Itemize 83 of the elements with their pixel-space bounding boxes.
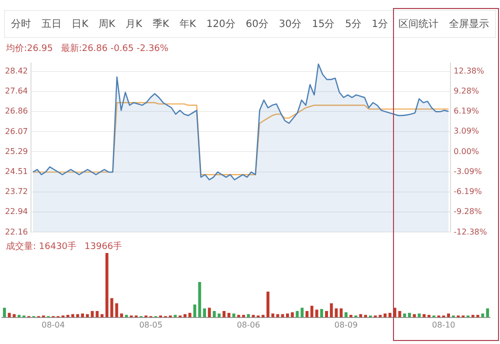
bar <box>408 312 411 318</box>
bar <box>184 314 186 318</box>
y-tick-label: 25.29 <box>4 146 28 156</box>
bar <box>246 314 250 318</box>
bar <box>218 314 221 318</box>
bar <box>203 308 206 318</box>
y-tick-label: 26.86 <box>4 106 28 116</box>
bar <box>198 282 202 318</box>
bar <box>76 314 80 318</box>
text: 周K <box>98 18 116 31</box>
bar <box>81 314 84 318</box>
bar <box>388 312 392 318</box>
y2-tick-label: -12.38% <box>454 227 488 236</box>
bar <box>340 308 343 318</box>
text: 120分 <box>206 18 236 31</box>
bar <box>188 312 192 318</box>
bar <box>208 308 211 318</box>
y2-tick-label: 3.09% <box>454 126 480 136</box>
x-tick-label: 08-09 <box>334 320 358 330</box>
x-tick-label: 08-06 <box>236 320 260 330</box>
y-tick-label: 23.72 <box>4 187 28 196</box>
bar <box>281 314 284 318</box>
bar <box>227 312 230 318</box>
bar <box>286 314 289 318</box>
bar <box>310 306 314 318</box>
text: 1分 <box>372 18 388 31</box>
x-tick-label: 08-10 <box>432 320 456 330</box>
y-tick-label: 26.07 <box>4 126 28 136</box>
text: 60分 <box>246 18 269 31</box>
bar <box>403 314 406 318</box>
bar <box>486 308 490 318</box>
x-tick-label: 08-05 <box>139 320 162 330</box>
y2-tick-label: 0.00% <box>454 146 480 156</box>
bar <box>266 292 270 318</box>
y2-tick-label: -6.19% <box>454 187 482 196</box>
bar <box>290 312 294 318</box>
bar <box>320 309 324 318</box>
text: 13966手 <box>84 240 122 253</box>
bar <box>105 253 108 318</box>
bar <box>232 314 236 318</box>
text: 最新:26.86 -0.65 -2.36% <box>60 42 168 55</box>
bar <box>481 314 484 318</box>
bar <box>222 310 226 318</box>
bar <box>271 314 274 318</box>
bar <box>447 314 450 318</box>
bar <box>325 310 328 318</box>
bar <box>2 308 6 318</box>
text: 五日 <box>41 18 62 31</box>
text: 区间统计 <box>398 18 439 31</box>
y-tick-label: 22.16 <box>4 227 28 236</box>
bar <box>96 310 99 318</box>
bar <box>330 303 333 318</box>
bar <box>412 314 416 318</box>
text: 日K <box>72 18 88 31</box>
text: 全屏显示 <box>448 18 489 31</box>
text: 5分 <box>345 18 362 31</box>
text: 季K <box>152 18 170 31</box>
text: 均价:26.95 <box>6 42 53 55</box>
text: 15分 <box>312 18 335 31</box>
bar <box>86 314 89 318</box>
text: 30分 <box>278 18 302 31</box>
text: 月K <box>126 18 142 31</box>
y-tick-label: 24.51 <box>4 166 28 176</box>
x-tick-label: 08-04 <box>42 320 65 330</box>
y-tick-label: 27.64 <box>4 86 28 96</box>
bar <box>306 310 308 318</box>
bar <box>384 314 387 318</box>
text: 年K <box>179 18 196 31</box>
bar <box>120 314 124 318</box>
y2-tick-label: 6.19% <box>454 106 480 116</box>
y-tick-label: 22.94 <box>4 207 28 216</box>
bar <box>422 314 426 318</box>
y2-tick-label: 12.38% <box>454 66 485 76</box>
text: 成交量: 16430手 <box>6 240 77 253</box>
bar <box>359 314 362 318</box>
y2-tick-label: -3.09% <box>454 166 482 176</box>
y-tick-label: 28.42 <box>4 66 28 76</box>
y2-tick-label: -9.28% <box>454 207 482 216</box>
bar <box>300 308 304 318</box>
y2-tick-label: 9.28% <box>454 86 480 96</box>
bar <box>100 314 104 318</box>
bar <box>344 312 348 318</box>
text: 分时 <box>11 18 31 31</box>
